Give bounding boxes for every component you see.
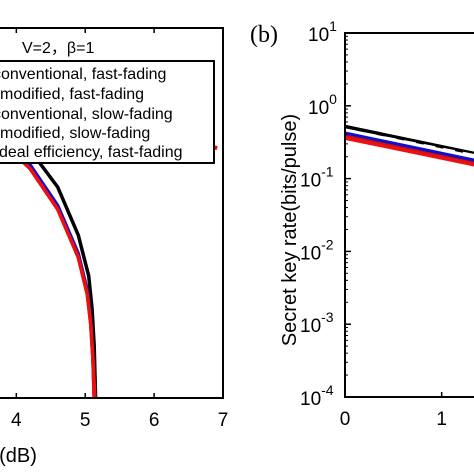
legend-entry: modified, slow-fading	[0, 125, 150, 142]
y-tick-label: 100	[308, 91, 337, 119]
y-tick-label: 101	[308, 18, 337, 46]
x-tick-label: 4	[11, 410, 22, 431]
panel-a-legend: V=2，β=1 conventional, fast-fading modifi…	[0, 40, 215, 164]
panel-a: 4 5 6 7 V=2，β=1 conventional, fast-fading m…	[0, 27, 229, 467]
panel-b-series	[344, 124, 474, 167]
panel-b-frame	[344, 32, 474, 398]
x-tick-label: 5	[80, 410, 91, 431]
y-tick-label: 10-3	[300, 309, 334, 337]
y-tick-label: 10-4	[300, 382, 334, 410]
legend-entry: conventional, slow-fading	[0, 106, 173, 123]
panel-b-axes: 101 100 10-1 10-2 10-3 10-4 0 1	[300, 18, 474, 430]
x-tick-label: 6	[149, 410, 160, 431]
legend-entry: modified, fast-fading	[0, 86, 144, 103]
panel-b-ylabel: Secret key rate(bits/pulse)	[279, 114, 301, 346]
series-line-1	[344, 131, 474, 163]
x-tick-label: 7	[218, 410, 229, 431]
x-tick-label: 1	[436, 409, 447, 430]
y-tick-label: 10-1	[300, 164, 334, 192]
panel-b: 101 100 10-1 10-2 10-3 10-4 0 1 (b) Secret key …	[250, 18, 474, 430]
panel-a-xlabel: n(dB)	[0, 445, 37, 467]
legend-title: V=2，β=1	[22, 40, 94, 57]
y-tick-label: 10-2	[300, 236, 334, 264]
legend-entry: conventional, fast-fading	[0, 66, 166, 83]
series-line-3	[344, 136, 474, 167]
series-line-0	[344, 124, 474, 156]
panel-a-frame	[0, 27, 224, 399]
panel-a-axes: 4 5 6 7	[0, 27, 229, 431]
panel-b-label: (b)	[250, 22, 278, 48]
series-line-4	[344, 128, 474, 157]
x-tick-label: 0	[340, 409, 351, 430]
legend-box	[0, 60, 215, 164]
legend-entry: deal efficiency, fast-fading	[0, 144, 183, 161]
